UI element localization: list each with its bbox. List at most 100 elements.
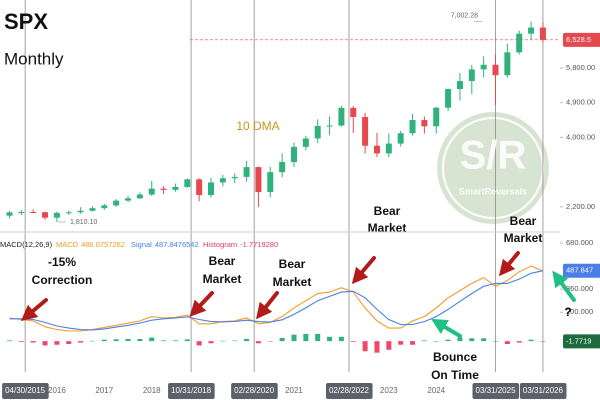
- candle-body: [290, 146, 297, 163]
- histogram-bar: [244, 338, 250, 342]
- candle-body: [433, 107, 440, 127]
- candle-body: [184, 179, 191, 187]
- histogram-bar: [101, 339, 107, 342]
- candle-body: [314, 125, 321, 139]
- candle-body: [480, 64, 487, 70]
- histogram-bar: [279, 337, 285, 342]
- x-tick-label: 03/31/2025: [475, 386, 516, 395]
- y-tick-label: 5,800.00: [566, 63, 595, 72]
- watermark-text: SmartReversals: [459, 186, 527, 196]
- x-tick-label-bg: [472, 383, 520, 399]
- annotation: Market: [368, 221, 407, 235]
- histogram-bar: [504, 341, 510, 345]
- candle-body: [30, 212, 37, 214]
- candle-body: [528, 27, 535, 34]
- price-label: 6,528.5: [566, 35, 591, 44]
- watermark-circle: [437, 112, 549, 224]
- legend-entry: Signal 487.8476542: [131, 240, 199, 249]
- watermark-logo: S/R: [460, 134, 527, 178]
- histogram-bar: [398, 341, 404, 345]
- histogram-bar: [137, 338, 143, 342]
- candle-body: [208, 182, 215, 196]
- axis-value-bg: [563, 334, 600, 349]
- histogram-bar: [445, 339, 451, 342]
- histogram-bar: [30, 341, 36, 343]
- arrow: [498, 251, 520, 277]
- arrow: [256, 291, 279, 320]
- histogram-bar: [220, 340, 226, 342]
- candle-body: [6, 212, 13, 216]
- annotation: Market: [273, 275, 312, 289]
- x-tick-label: 02/28/2022: [329, 386, 370, 395]
- histogram-bar: [303, 333, 309, 342]
- candle-body: [516, 33, 523, 53]
- histogram-bar: [172, 340, 178, 342]
- histogram-bar: [232, 340, 238, 342]
- x-tick-label: 04/30/2015: [5, 386, 46, 395]
- candle-body: [456, 81, 463, 90]
- axis-value-label: 487.847: [566, 266, 593, 275]
- arrow: [552, 270, 576, 302]
- annotation: -15%: [48, 255, 76, 269]
- histogram-bar: [315, 333, 321, 342]
- candle-body: [326, 125, 333, 127]
- histogram-bar: [18, 341, 24, 342]
- candle-body: [468, 69, 475, 82]
- histogram-bar: [149, 337, 155, 342]
- histogram-bar: [410, 341, 416, 345]
- legend-name: MACD: [56, 240, 79, 249]
- histogram-bar: [327, 336, 333, 342]
- arrow: [20, 298, 48, 322]
- chart-subtitle: Monthly: [4, 49, 64, 68]
- legend-entry: MACD 486.0757262: [56, 240, 125, 249]
- candle-body: [362, 116, 369, 146]
- histogram-bar: [267, 341, 273, 342]
- histogram-bar: [386, 341, 392, 350]
- candle-body: [113, 200, 120, 206]
- histogram-bar: [374, 341, 380, 353]
- legend-entry: Histogram -1.7719280: [203, 240, 278, 249]
- histogram-bar: [457, 337, 463, 342]
- legend-name: Signal: [131, 240, 152, 249]
- candle-body: [504, 52, 511, 76]
- annotation: Bear: [279, 257, 306, 271]
- histogram-bar: [516, 341, 522, 343]
- x-tick-label-bg: [2, 383, 49, 399]
- histogram-bar: [481, 338, 487, 342]
- x-tick-label-bg: [325, 383, 373, 399]
- arrow: [189, 291, 214, 317]
- histogram-bar: [113, 339, 119, 342]
- candle-body: [338, 107, 345, 126]
- histogram-bar: [42, 341, 48, 346]
- histogram-bar: [66, 341, 72, 345]
- candle-body: [172, 186, 179, 190]
- x-tick-label: 2018: [143, 386, 161, 395]
- annotation: Bounce: [433, 350, 477, 364]
- annotation: Correction: [32, 273, 93, 287]
- candle-body: [243, 167, 250, 177]
- axis-value-bg: [563, 263, 600, 278]
- candle-body: [350, 107, 357, 117]
- candle-body: [539, 27, 546, 40]
- x-tick-label: 2024: [427, 386, 445, 395]
- histogram-bar: [493, 341, 499, 342]
- x-tick-label-bg: [168, 383, 215, 399]
- annotation: 10 DMA: [236, 119, 279, 133]
- histogram-bar: [433, 341, 439, 342]
- candle-body: [409, 120, 416, 134]
- candle-body: [302, 138, 309, 147]
- histogram-bar: [528, 339, 534, 342]
- x-tick-label: 2016: [48, 386, 66, 395]
- candle-body: [279, 162, 286, 173]
- histogram-bar: [421, 340, 427, 342]
- annotation: Bear: [209, 254, 236, 268]
- x-tick-label: 03/31/2026: [523, 386, 564, 395]
- annotation: Bear: [510, 214, 537, 228]
- candle-body: [136, 194, 143, 199]
- histogram-bar: [161, 340, 167, 342]
- legend-name: Histogram: [203, 240, 237, 249]
- histogram-bar: [89, 340, 95, 342]
- candle-body: [148, 188, 155, 195]
